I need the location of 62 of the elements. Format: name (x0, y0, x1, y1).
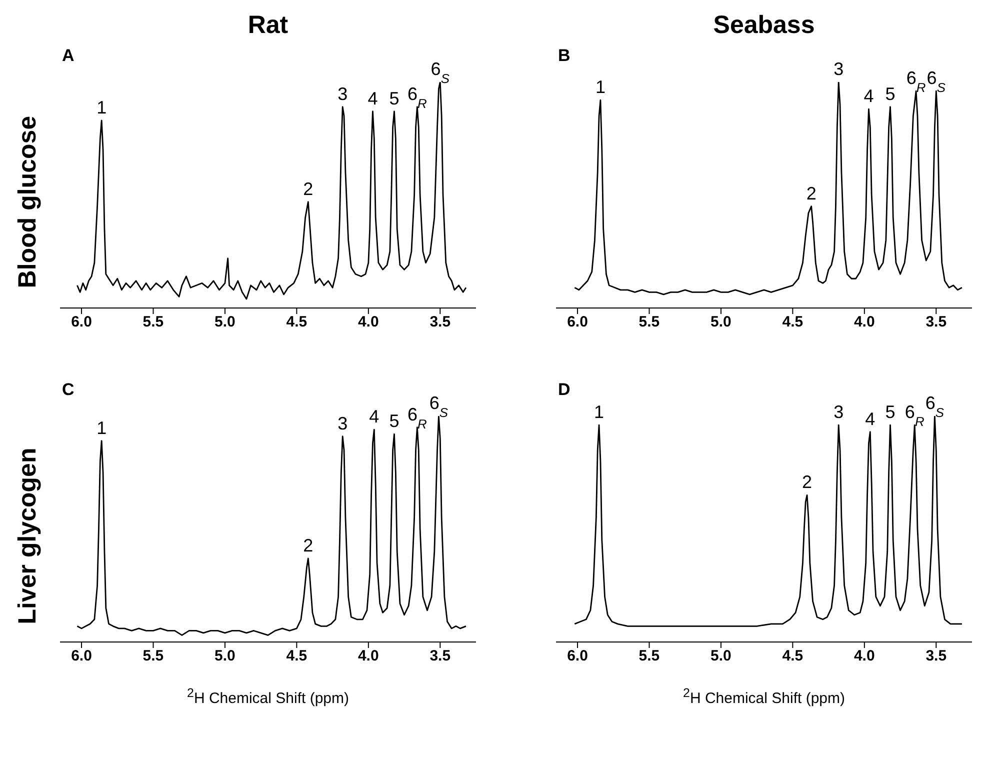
x-tick-label: 4.0 (358, 648, 379, 665)
x-tick-label: 3.5 (430, 648, 451, 665)
annotation: 4 (369, 406, 380, 427)
annotation: 5 (389, 411, 400, 432)
x-tick-label: 5.5 (142, 314, 164, 331)
annotation: 3 (338, 84, 348, 104)
annotation: 6$_{R}$ (408, 404, 427, 431)
chart-subtitle: B (558, 46, 570, 66)
annotation: 6$_{R}$ (906, 68, 926, 95)
annotation: 6$_{R}$ (904, 402, 924, 429)
annotation: 6$_{S}$ (429, 393, 448, 420)
x-tick-label: 6.0 (71, 648, 92, 665)
annotation: 1 (595, 77, 606, 98)
annotation: 3 (834, 59, 844, 79)
x-tick-label: 3.5 (430, 314, 451, 331)
x-tick-label: 4.5 (782, 314, 804, 331)
x-tick-label: 6.0 (567, 648, 588, 665)
y-axis-title: Liver glycogen (14, 448, 42, 624)
chart-subtitle: C (62, 380, 74, 400)
annotation: 2 (802, 472, 812, 492)
annotation: 4 (368, 88, 378, 108)
annotation: 5 (885, 84, 896, 104)
x-tick-label: 4.0 (854, 648, 875, 665)
annotation: 3 (338, 413, 348, 434)
x-tick-label: 5.5 (638, 314, 660, 331)
x-tick-label: 4.0 (854, 314, 875, 331)
annotation: 2 (806, 183, 816, 204)
chart-title: Seabass (712, 10, 816, 41)
x-tick-label: 5.0 (710, 314, 732, 331)
x-tick-label: 4.5 (286, 314, 308, 331)
annotation: 1 (96, 418, 107, 438)
chart-subtitle: A (62, 46, 74, 66)
chart-subtitle: D (558, 380, 570, 400)
x-tick-label: 4.5 (782, 648, 804, 665)
x-tick-label: 4.0 (358, 314, 379, 331)
annotation: 5 (885, 402, 896, 422)
x-tick-label: 4.5 (286, 648, 308, 665)
annotation: 1 (594, 402, 604, 422)
x-tick-label: 3.5 (926, 648, 947, 665)
annotation: 6$_{S}$ (926, 68, 946, 95)
annotation: 3 (834, 402, 844, 422)
x-tick-label: 5.5 (638, 648, 660, 665)
x-axis-title: $^{2}$H Chemical Shift (ppm) (682, 686, 846, 707)
x-tick-label: 6.0 (71, 314, 92, 331)
x-axis-title: $^{2}$H Chemical Shift (ppm) (186, 686, 350, 707)
annotation: 2 (303, 178, 314, 199)
annotation: 4 (865, 408, 876, 429)
x-tick-label: 6.0 (567, 314, 588, 331)
x-tick-label: 5.5 (142, 648, 164, 665)
annotation: 6$_{S}$ (925, 393, 944, 420)
annotation: 6$_{R}$ (408, 84, 427, 110)
x-tick-label: 5.0 (710, 648, 732, 665)
x-tick-label: 5.0 (214, 314, 236, 331)
chart-title: Rat (246, 10, 290, 41)
x-tick-label: 3.5 (926, 314, 947, 331)
annotation: 5 (389, 88, 400, 108)
annotation: 4 (864, 86, 874, 106)
annotation: 6$_{S}$ (430, 59, 450, 86)
annotation: 2 (303, 535, 314, 556)
x-tick-label: 5.0 (214, 648, 236, 665)
annotation: 1 (96, 97, 107, 118)
y-axis-title: Blood glucose (14, 116, 42, 288)
